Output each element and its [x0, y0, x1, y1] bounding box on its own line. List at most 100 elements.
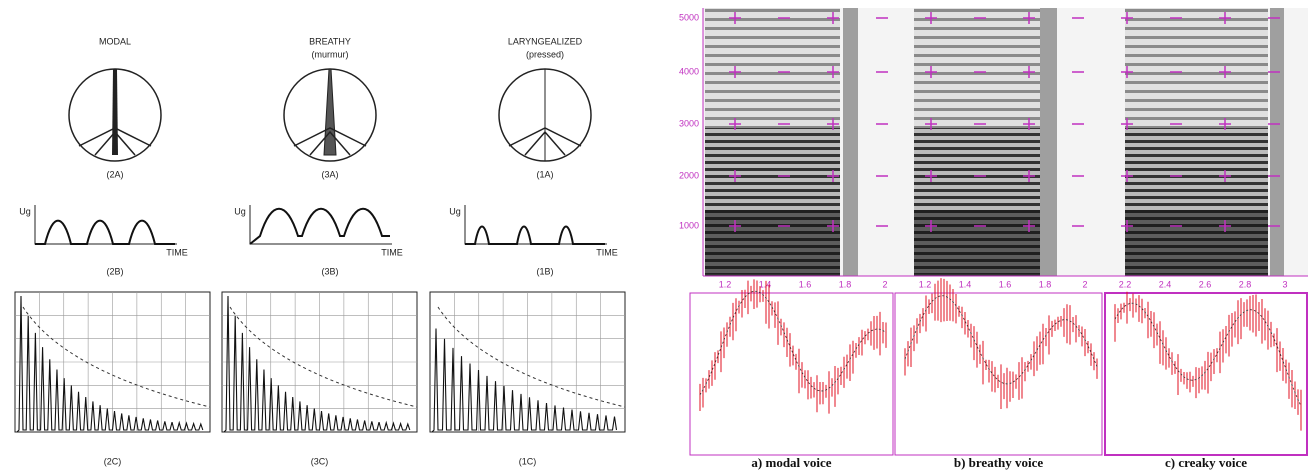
column-title: BREATHY: [309, 36, 351, 46]
time-tick: 1.4: [759, 279, 772, 289]
grid-cross: [827, 170, 839, 182]
flow-y-label: Ug: [449, 206, 461, 216]
frequency-tick: 1000: [679, 220, 699, 230]
glottis-folds: [323, 68, 337, 156]
grid-cross: [1219, 66, 1231, 78]
time-tick: 2.4: [1159, 279, 1172, 289]
fricative: [1270, 8, 1284, 276]
glottis-arytenoids: [508, 127, 582, 156]
flow-wave: [249, 207, 390, 245]
grid-cross: [1219, 12, 1231, 24]
frequency-tick: 5000: [679, 12, 699, 22]
grid-cross: [1121, 66, 1133, 78]
glottis-label: (1A): [536, 169, 553, 179]
grid-cross: [1023, 118, 1035, 130]
time-tick: 1.2: [919, 279, 932, 289]
spectrum-label: (1C): [519, 456, 537, 466]
low-formant: [1125, 210, 1268, 274]
time-tick: 2.6: [1199, 279, 1212, 289]
time-tick: 1.8: [1039, 279, 1052, 289]
grid-cross: [827, 220, 839, 232]
grid-cross: [1121, 170, 1133, 182]
voiced-upper: [705, 8, 840, 128]
fricative: [1040, 8, 1057, 276]
grid-cross: [729, 220, 741, 232]
voiced-upper: [1125, 8, 1268, 128]
spectrum-harmonics: [16, 295, 204, 433]
column-subtitle: (murmur): [312, 49, 349, 59]
grid-cross: [925, 170, 937, 182]
flow-y-label: Ug: [19, 206, 31, 216]
spectrum-label: (3C): [311, 456, 329, 466]
flow-x-label: TIME: [166, 247, 188, 257]
grid-cross: [1023, 170, 1035, 182]
grid-cross: [729, 12, 741, 24]
flow-y-label: Ug: [234, 206, 246, 216]
glottis-arytenoids: [293, 127, 367, 156]
voiced-upper: [914, 8, 1040, 128]
caption: c) creaky voice: [1165, 455, 1247, 470]
grid-cross: [925, 12, 937, 24]
grid-cross: [729, 66, 741, 78]
time-tick: 1.4: [959, 279, 972, 289]
flow-label: (3B): [321, 266, 338, 276]
time-tick: 3: [1282, 279, 1287, 289]
flow-wave: [465, 225, 605, 245]
time-tick: 1.6: [999, 279, 1012, 289]
grid-cross: [925, 220, 937, 232]
grid-cross: [1121, 12, 1133, 24]
time-tick: 2: [1082, 279, 1087, 289]
grid-cross: [729, 170, 741, 182]
time-tick: 1.6: [799, 279, 812, 289]
time-tick: 1.8: [839, 279, 852, 289]
column-subtitle: (pressed): [526, 49, 564, 59]
grid-cross: [925, 66, 937, 78]
column-title: LARYNGEALIZED: [508, 36, 583, 46]
grid-cross: [729, 118, 741, 130]
grid-cross: [1121, 118, 1133, 130]
flow-wave: [35, 219, 175, 245]
caption: a) modal voice: [751, 455, 831, 470]
waveform-frame: [1104, 292, 1308, 456]
grid-cross: [1219, 170, 1231, 182]
grid-cross: [1023, 220, 1035, 232]
waveform-frame: [689, 292, 894, 456]
low-formant: [705, 210, 840, 274]
glottis-label: (3A): [321, 169, 338, 179]
frequency-tick: 3000: [679, 118, 699, 128]
time-tick: 1.2: [719, 279, 732, 289]
spectrum-slope: [22, 306, 211, 408]
spectrum-slope: [229, 306, 418, 408]
glottis-folds: [112, 69, 118, 155]
low-formant: [914, 210, 1040, 274]
grid-cross: [1219, 220, 1231, 232]
grid-cross: [827, 66, 839, 78]
spectrum-harmonics: [223, 295, 411, 433]
time-tick: 2.2: [1119, 279, 1132, 289]
spectrum-slope: [437, 306, 626, 408]
grid-cross: [827, 118, 839, 130]
flow-x-label: TIME: [381, 247, 403, 257]
flow-label: (2B): [106, 266, 123, 276]
grid-cross: [1121, 220, 1133, 232]
grid-cross: [1219, 118, 1231, 130]
flow-x-label: TIME: [596, 247, 618, 257]
column-title: MODAL: [99, 36, 131, 46]
frequency-tick: 2000: [679, 170, 699, 180]
spectrum-harmonics: [431, 328, 618, 433]
time-tick: 2.8: [1239, 279, 1252, 289]
grid-cross: [925, 118, 937, 130]
spectrum-label: (2C): [104, 456, 122, 466]
grid-cross: [1023, 66, 1035, 78]
caption: b) breathy voice: [954, 455, 1044, 470]
frequency-tick: 4000: [679, 66, 699, 76]
time-tick: 2: [882, 279, 887, 289]
grid-cross: [1023, 12, 1035, 24]
glottis-label: (2A): [106, 169, 123, 179]
grid-cross: [827, 12, 839, 24]
flow-label: (1B): [536, 266, 553, 276]
waveform-envelope: [1114, 302, 1302, 407]
glottis-arytenoids: [78, 127, 152, 156]
fricative: [843, 8, 858, 276]
